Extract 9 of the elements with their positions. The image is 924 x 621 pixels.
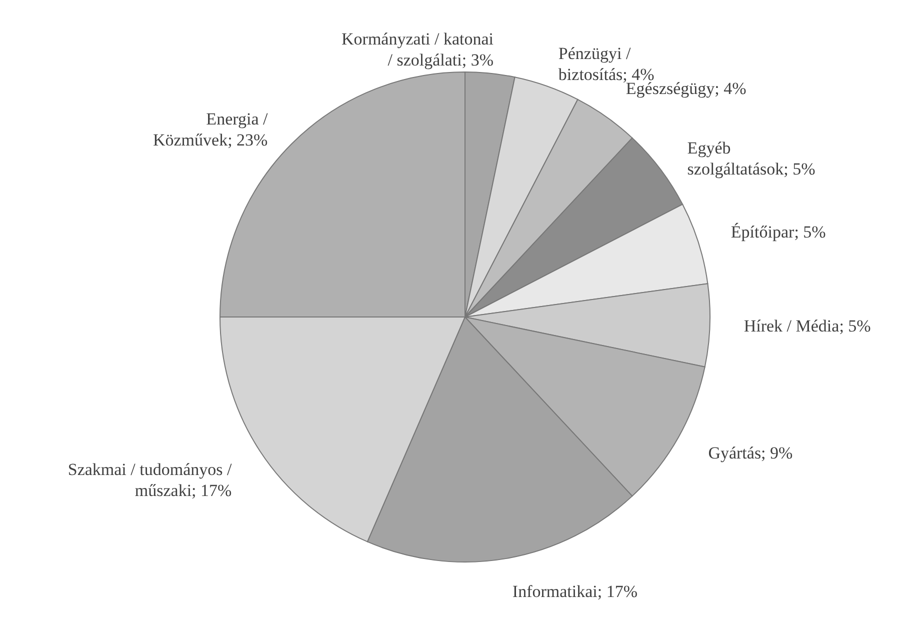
slice-label: Gyártás; 9% [708, 444, 793, 463]
slice-label: Egészségügy; 4% [626, 79, 746, 98]
slice-label: Hírek / Média; 5% [744, 316, 871, 336]
slice-label: Egyéb szolgáltatások; 5% [687, 138, 816, 178]
slice-label: Kormányzati / katonai / szolgálati; 3% [342, 29, 494, 70]
slice-label: Informatikai; 17% [512, 582, 638, 601]
slice-label: Energia / Közművek; 23% [152, 110, 268, 150]
slice-label: Szakmai / tudományos / műszaki; 17% [68, 460, 232, 500]
slice-label: Építőipar; 5% [730, 222, 826, 242]
